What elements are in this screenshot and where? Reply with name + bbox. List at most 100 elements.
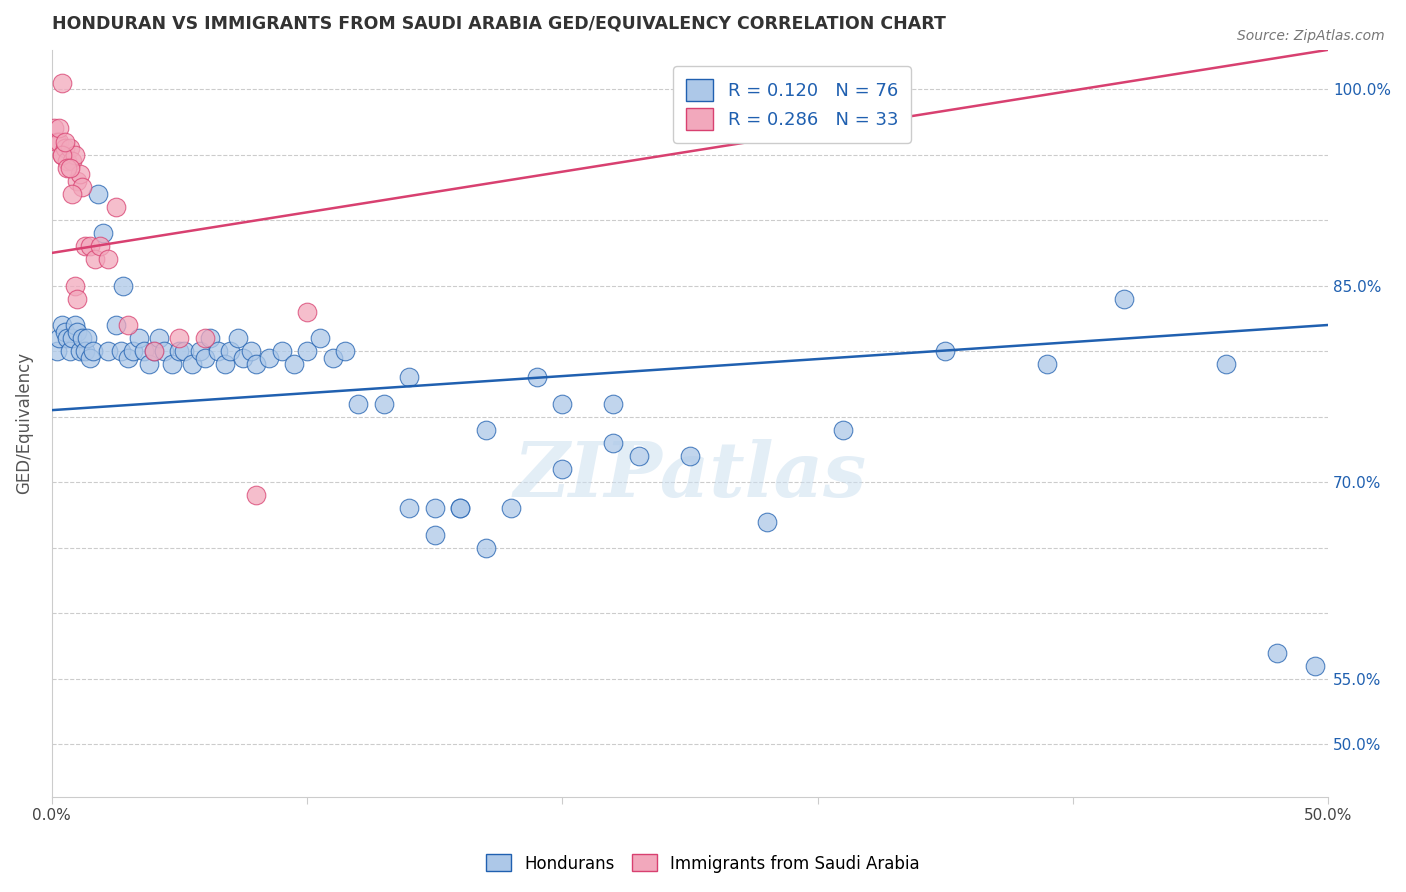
Point (53, 135, 76, 149)
Point (48, 121, 70, 136)
Legend: R = 0.120   N = 76, R = 0.286   N = 33: R = 0.120 N = 76, R = 0.286 N = 33 (673, 66, 911, 143)
Text: HONDURAN VS IMMIGRANTS FROM SAUDI ARABIA GED/EQUIVALENCY CORRELATION CHART: HONDURAN VS IMMIGRANTS FROM SAUDI ARABIA… (52, 15, 946, 33)
Point (128, 331, 150, 345)
Point (398, 370, 420, 384)
Point (1265, 646, 1288, 660)
Point (122, 344, 145, 359)
Point (63, 318, 86, 332)
Point (551, 396, 574, 410)
Point (627, 449, 650, 463)
Point (51, 76, 73, 90)
Point (169, 344, 191, 359)
Point (45, 135, 67, 149)
Point (73, 344, 96, 359)
Point (97, 252, 120, 267)
Point (832, 423, 855, 437)
Point (117, 351, 139, 365)
Point (63, 278, 86, 293)
Point (148, 331, 170, 345)
Point (423, 527, 446, 541)
Point (66, 325, 89, 339)
Point (132, 344, 155, 359)
Point (245, 357, 267, 371)
Point (194, 351, 217, 365)
Point (72, 331, 94, 345)
Point (51, 318, 73, 332)
Point (60, 154, 83, 169)
Point (270, 344, 292, 359)
Point (679, 449, 702, 463)
Point (66, 174, 89, 188)
Point (160, 357, 183, 371)
Point (79, 239, 101, 253)
Point (45, 344, 67, 359)
Point (398, 501, 420, 516)
Point (142, 344, 165, 359)
Point (86, 186, 108, 201)
Point (181, 357, 204, 371)
Point (198, 331, 221, 345)
Point (194, 331, 217, 345)
Point (48, 135, 70, 149)
Point (89, 239, 111, 253)
Point (76, 331, 98, 345)
Point (449, 501, 471, 516)
Point (69, 344, 91, 359)
Point (97, 344, 120, 359)
Point (153, 344, 176, 359)
Point (51, 147, 73, 161)
Point (59, 344, 82, 359)
Point (207, 344, 229, 359)
Point (373, 396, 395, 410)
Legend: Hondurans, Immigrants from Saudi Arabia: Hondurans, Immigrants from Saudi Arabia (479, 847, 927, 880)
Point (335, 344, 357, 359)
Point (59, 141, 82, 155)
Point (104, 318, 127, 332)
Point (308, 331, 330, 345)
Point (59, 161, 82, 175)
Point (602, 436, 624, 450)
Point (501, 501, 523, 516)
Point (219, 344, 242, 359)
Point (56, 154, 79, 169)
Point (66, 292, 89, 306)
Text: Source: ZipAtlas.com: Source: ZipAtlas.com (1237, 29, 1385, 43)
Point (347, 396, 370, 410)
Point (1215, 357, 1237, 371)
Point (73, 239, 96, 253)
Point (63, 147, 86, 161)
Point (214, 357, 236, 371)
Point (1305, 658, 1327, 673)
Point (1112, 292, 1135, 306)
Text: ZIPatlas: ZIPatlas (513, 439, 866, 513)
Point (226, 331, 249, 345)
Point (48, 331, 70, 345)
Point (79, 351, 101, 365)
Point (295, 305, 318, 319)
Point (934, 344, 956, 359)
Point (423, 501, 446, 516)
Point (51, 147, 73, 161)
Point (474, 541, 496, 555)
Point (53, 141, 76, 155)
Point (602, 396, 624, 410)
Point (112, 278, 135, 293)
Point (188, 344, 211, 359)
Point (755, 515, 778, 529)
Y-axis label: GED/Equivalency: GED/Equivalency (15, 352, 32, 494)
Point (82, 344, 104, 359)
Point (283, 357, 305, 371)
Point (60, 331, 83, 345)
Point (1036, 357, 1059, 371)
Point (245, 488, 267, 502)
Point (169, 331, 191, 345)
Point (526, 370, 548, 384)
Point (474, 423, 496, 437)
Point (322, 351, 344, 365)
Point (104, 200, 127, 214)
Point (117, 318, 139, 332)
Point (295, 344, 318, 359)
Point (56, 161, 79, 175)
Point (60, 186, 83, 201)
Point (551, 462, 574, 476)
